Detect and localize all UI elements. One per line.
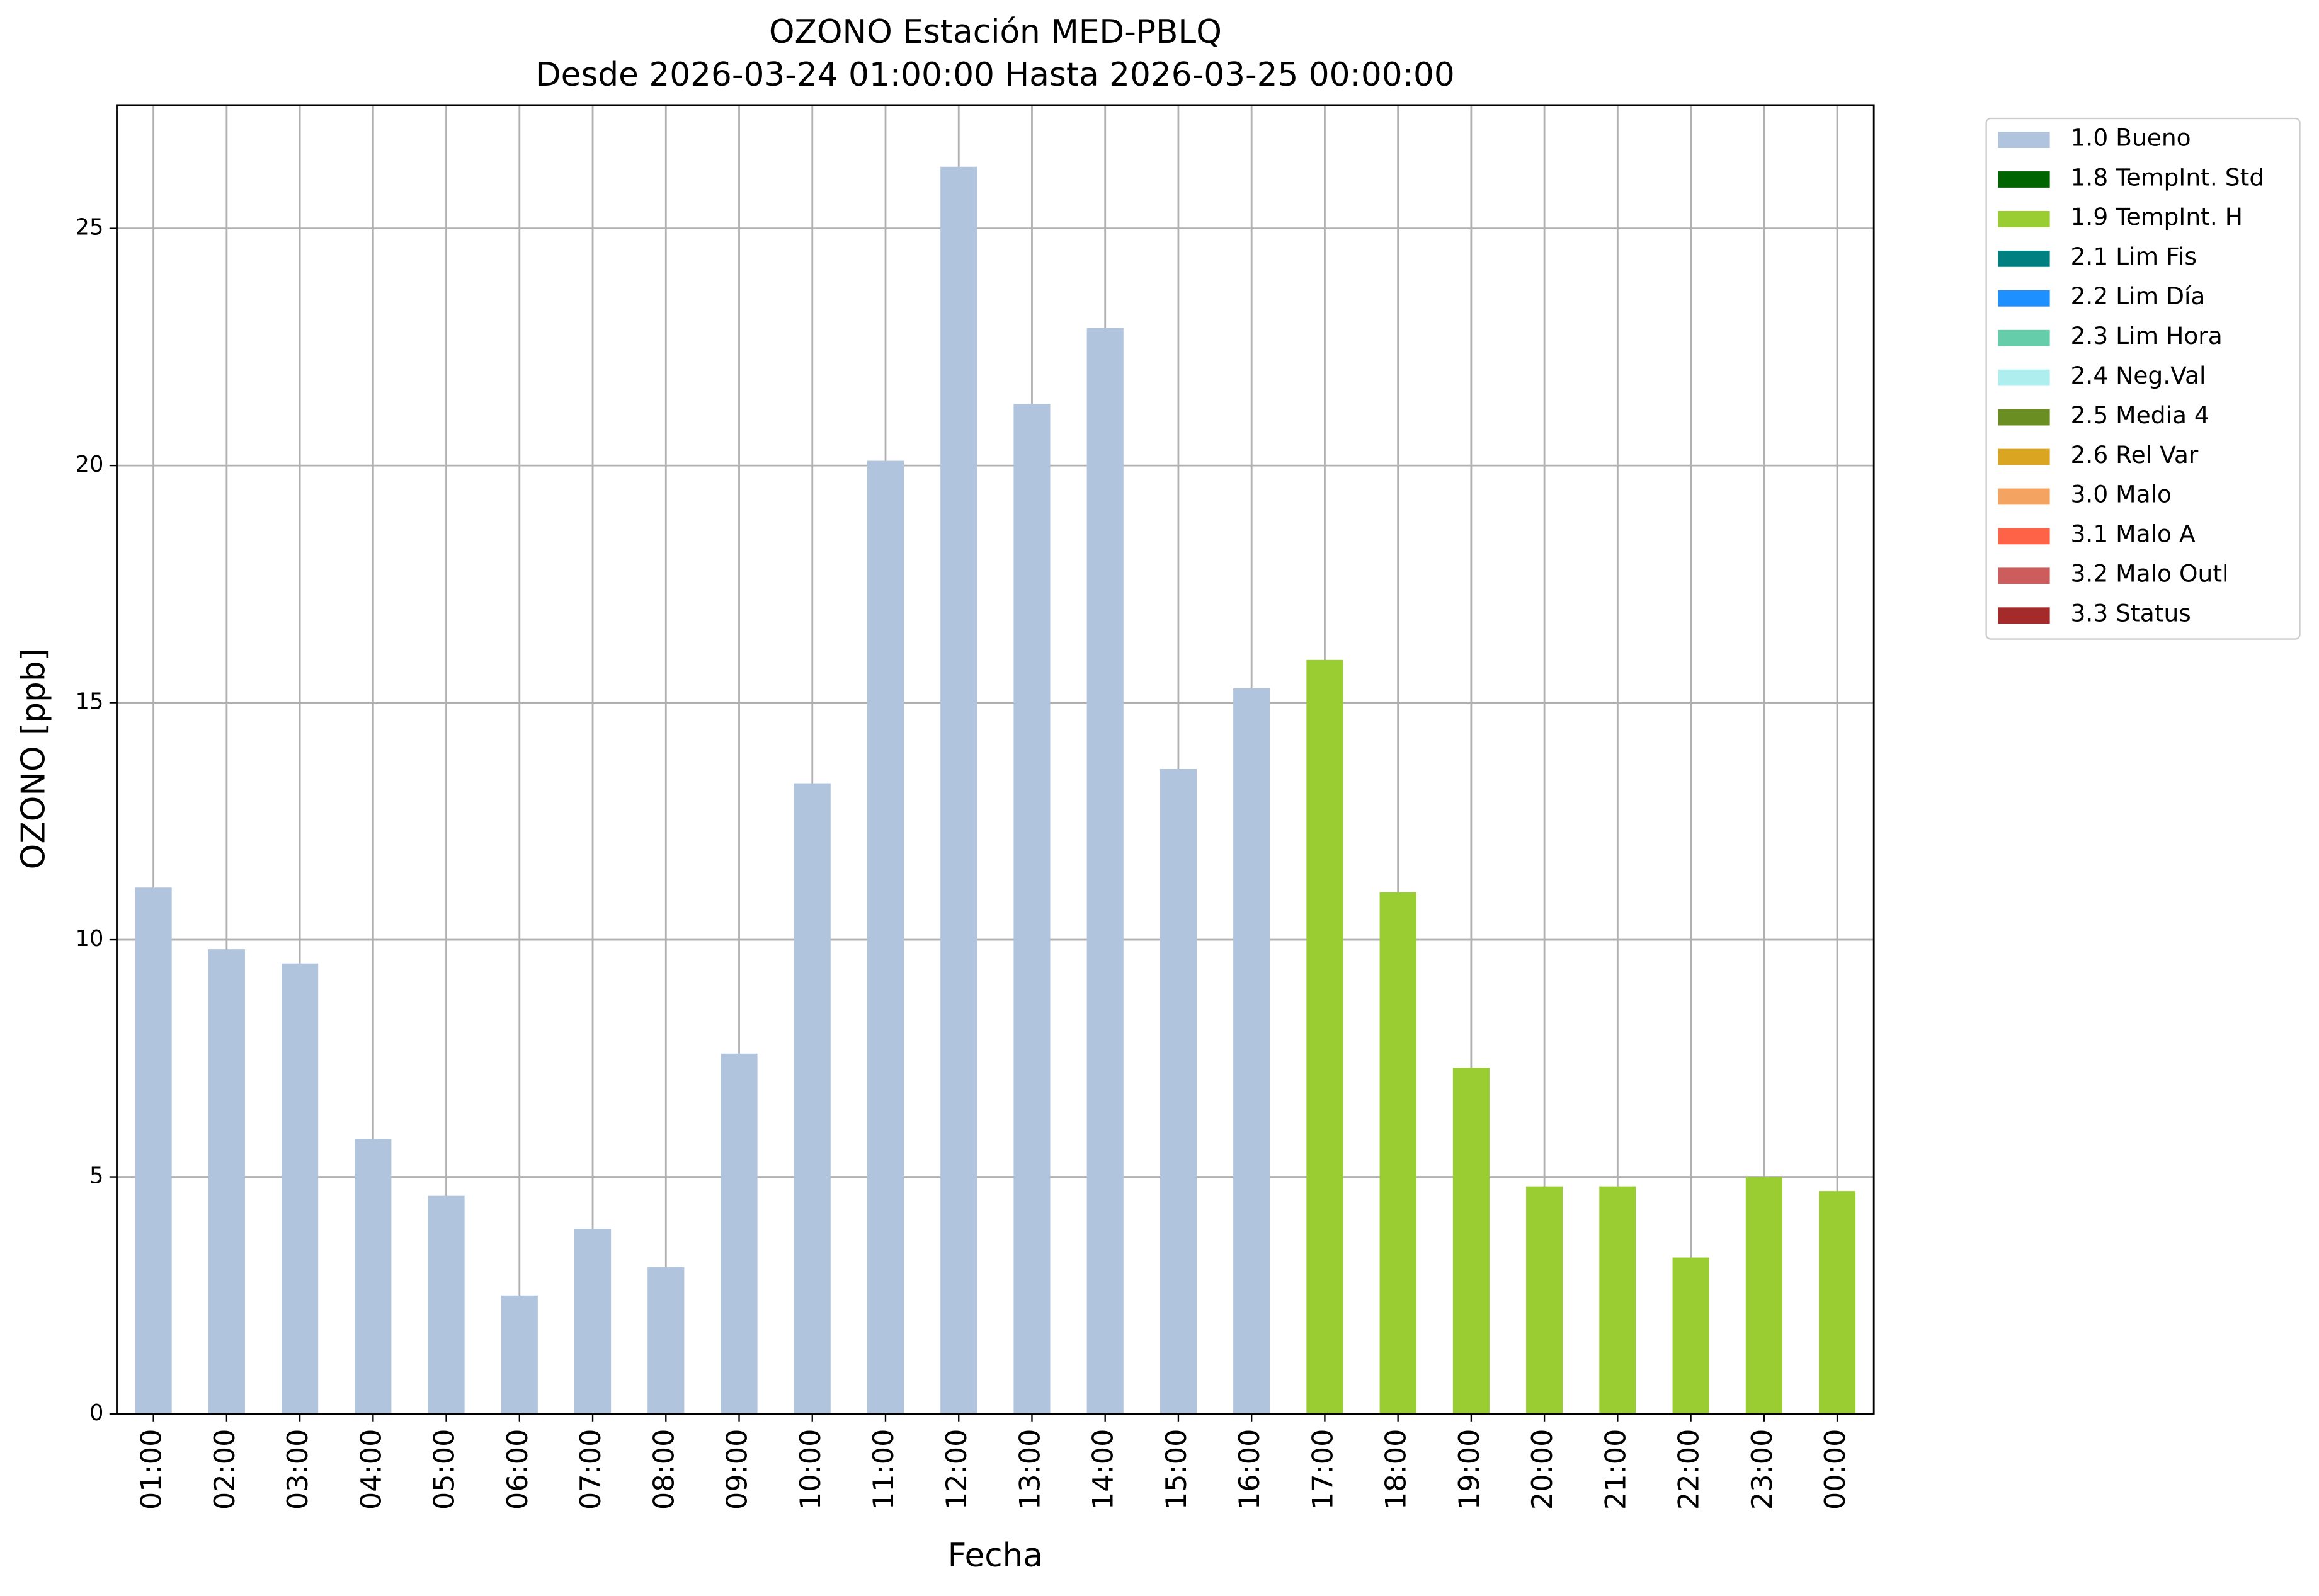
legend-label: 1.8 TempInt. Std	[2071, 163, 2265, 191]
bar	[867, 460, 904, 1415]
legend-swatch	[1998, 329, 2050, 346]
legend-label: 3.3 Status	[2071, 600, 2191, 627]
x-tick-label: 02:00	[208, 1429, 241, 1510]
legend-label: 2.5 Media 4	[2071, 401, 2209, 429]
chart-subtitle: Desde 2026-03-24 01:00:00 Hasta 2026-03-…	[536, 56, 1455, 94]
legend-swatch	[1998, 528, 2050, 545]
bar	[647, 1267, 685, 1415]
legend-label: 2.4 Neg.Val	[2071, 362, 2206, 389]
x-tick-label: 00:00	[1819, 1429, 1852, 1510]
legend-label: 3.2 Malo Outl	[2071, 560, 2229, 588]
bar	[1379, 892, 1416, 1415]
legend-label: 2.1 Lim Fis	[2071, 242, 2197, 270]
bar	[501, 1295, 538, 1415]
x-tick-label: 14:00	[1087, 1429, 1120, 1510]
bar	[208, 949, 245, 1415]
y-axis-label: OZONO [ppb]	[14, 648, 52, 869]
x-tick-label: 04:00	[355, 1429, 387, 1510]
legend-swatch	[1998, 567, 2050, 584]
legend-swatch	[1998, 171, 2050, 188]
legend-label: 3.0 Malo	[2071, 481, 2172, 508]
bar	[794, 783, 831, 1415]
legend-swatch	[1998, 409, 2050, 426]
legend-swatch	[1998, 607, 2050, 624]
x-tick-label: 12:00	[940, 1429, 973, 1510]
x-tick-label: 20:00	[1526, 1429, 1559, 1510]
legend-swatch	[1998, 290, 2050, 307]
x-tick-label: 09:00	[721, 1429, 754, 1510]
x-tick-label: 08:00	[647, 1429, 680, 1510]
x-axis-label: Fecha	[948, 1537, 1043, 1575]
bar	[135, 887, 172, 1415]
x-tick-label: 10:00	[794, 1429, 827, 1510]
bar	[1745, 1177, 1782, 1415]
x-tick-label: 19:00	[1453, 1429, 1486, 1510]
ticks: 0 5 10 15 20 25 01:00 02:00 03:00 04:00 05:00 06:00…	[76, 215, 1852, 1510]
x-tick-label: 18:00	[1380, 1429, 1413, 1510]
bar	[1452, 1068, 1490, 1415]
legend-swatch	[1998, 250, 2050, 267]
legend-swatch	[1998, 210, 2050, 227]
chart-title: OZONO Estación MED-PBLQ	[769, 13, 1222, 51]
plot-frame	[116, 104, 1875, 1415]
legend-label: 1.0 Bueno	[2071, 123, 2191, 151]
bars	[135, 166, 1856, 1415]
x-tick-label: 17:00	[1306, 1429, 1339, 1510]
legend-label: 2.3 Lim Hora	[2071, 322, 2223, 350]
bar	[282, 963, 319, 1415]
bar	[1306, 659, 1343, 1415]
bar	[1599, 1186, 1636, 1415]
legend-box	[1985, 117, 2301, 640]
bar	[355, 1139, 392, 1415]
y-tick-label: 10	[76, 926, 104, 952]
y-tick-label: 20	[76, 452, 104, 477]
x-tick-label: 16:00	[1233, 1429, 1266, 1510]
legend-label: 2.6 Rel Var	[2071, 441, 2199, 469]
x-tick-label: 22:00	[1673, 1429, 1706, 1510]
legend: 1.0 Bueno 1.8 TempInt. Std 1.9 TempInt. H 2…	[1998, 123, 2264, 627]
x-tick-label: 21:00	[1599, 1429, 1632, 1510]
x-tick-label: 03:00	[282, 1429, 314, 1510]
x-tick-label: 07:00	[574, 1429, 607, 1510]
bar	[1160, 769, 1197, 1415]
x-tick-label: 05:00	[428, 1429, 461, 1510]
bar	[1526, 1186, 1563, 1415]
x-tick-label: 06:00	[501, 1429, 534, 1510]
x-tick-label: 11:00	[867, 1429, 900, 1510]
y-tick-label: 0	[89, 1400, 103, 1426]
legend-swatch	[1998, 132, 2050, 148]
x-tick-label: 01:00	[135, 1429, 168, 1510]
legend-swatch	[1998, 488, 2050, 505]
bar	[1819, 1191, 1856, 1415]
legend-label: 2.2 Lim Día	[2071, 282, 2206, 310]
x-tick-label: 23:00	[1746, 1429, 1779, 1510]
x-tick-label: 15:00	[1160, 1429, 1193, 1510]
bar	[1672, 1257, 1709, 1415]
bar	[574, 1229, 612, 1415]
legend-label: 3.1 Malo A	[2071, 520, 2196, 548]
y-tick-label: 5	[89, 1163, 103, 1189]
bar	[1013, 404, 1051, 1415]
bar	[428, 1195, 465, 1415]
bar	[1086, 328, 1124, 1415]
legend-swatch	[1998, 448, 2050, 465]
bar	[721, 1053, 758, 1415]
y-tick-label: 25	[76, 215, 104, 241]
x-tick-label: 13:00	[1013, 1429, 1046, 1510]
bar	[940, 166, 977, 1415]
bar	[1233, 688, 1270, 1415]
legend-swatch	[1998, 369, 2050, 386]
legend-label: 1.9 TempInt. H	[2071, 203, 2243, 231]
y-tick-label: 15	[76, 689, 104, 715]
